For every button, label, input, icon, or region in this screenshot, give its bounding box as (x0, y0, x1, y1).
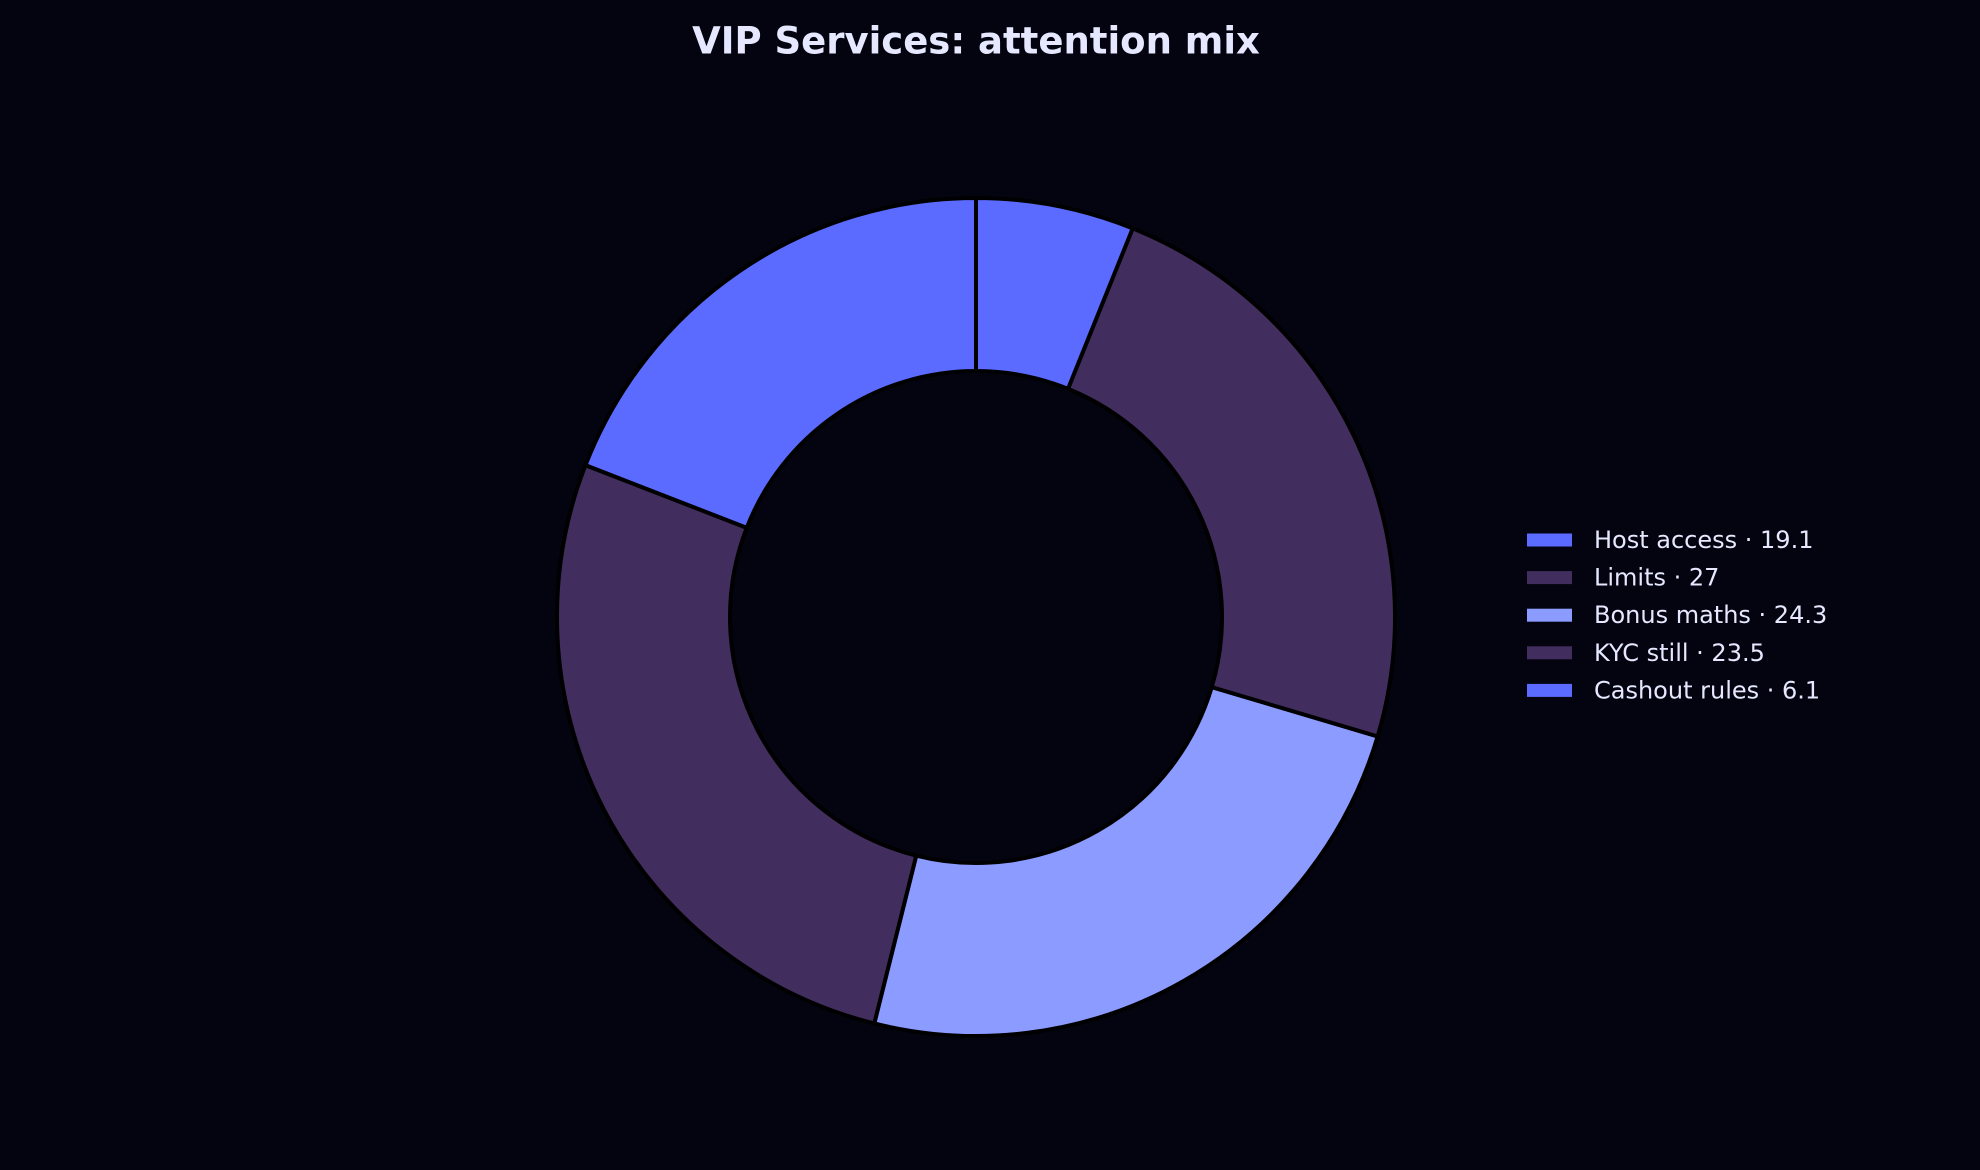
legend-label: Host access · 19.1 (1594, 526, 1813, 554)
donut-slice (974, 195, 1136, 392)
legend-swatch (1527, 683, 1572, 697)
legend-label: KYC still · 23.5 (1594, 639, 1765, 667)
legend-swatch (1527, 608, 1572, 622)
legend-swatch (1527, 646, 1572, 660)
donut-slice (871, 684, 1381, 1038)
chart-title: VIP Services: attention mix (692, 20, 1260, 63)
legend-swatch (1527, 533, 1572, 547)
legend-swatch (1527, 571, 1572, 585)
donut-slice (555, 462, 919, 1026)
donut-slice (1065, 225, 1397, 739)
legend-label: Bonus maths · 24.3 (1594, 601, 1827, 629)
legend-label: Limits · 27 (1594, 564, 1719, 592)
donut-slice (582, 195, 978, 531)
legend-label: Cashout rules · 6.1 (1594, 676, 1820, 704)
